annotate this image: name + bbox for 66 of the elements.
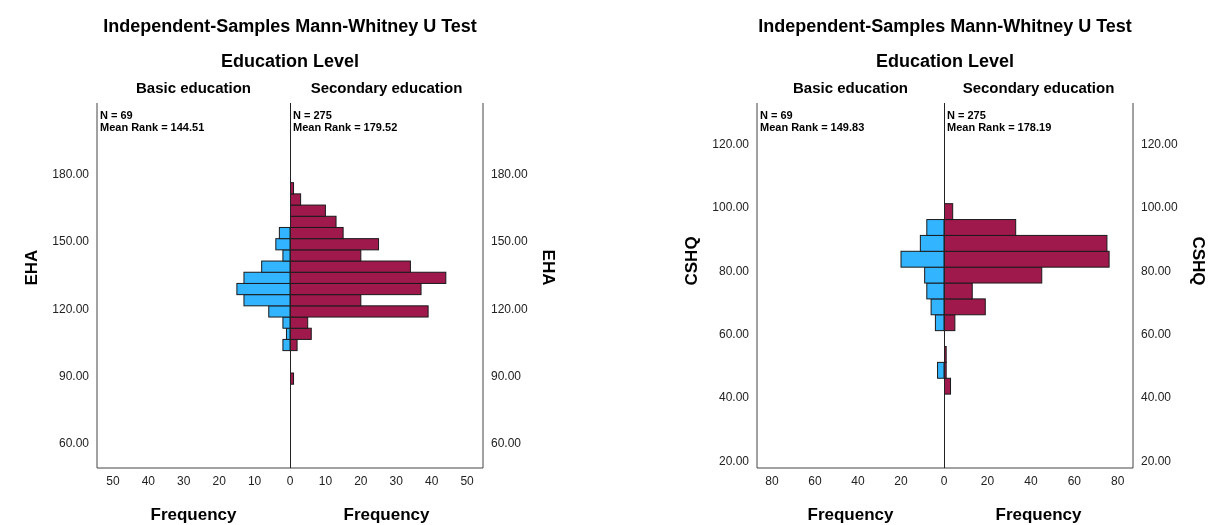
text: Secondary education — [961, 79, 1116, 96]
y-tick-label: 60.00 — [718, 327, 750, 341]
x-tick-label: 10 — [318, 473, 333, 488]
y-tick-label: 20.00 — [718, 453, 750, 468]
y-tick-label: 120.00 — [491, 301, 529, 316]
y-tick-label: 120.00 — [1141, 136, 1179, 151]
x-tick-label: 80 — [1111, 473, 1125, 488]
text: Basic education — [791, 79, 909, 96]
y-tick-label: 20.00 — [1141, 453, 1172, 468]
x-axis-title: Frequency — [150, 505, 238, 524]
x-tick-label: 20 — [354, 473, 368, 488]
y-tick-label: 80.00 — [718, 263, 750, 278]
chart-title: Independent-Samples Mann-Whitney U Test — [102, 16, 478, 37]
y-tick-label: 90.00 — [491, 368, 522, 383]
chart-title: Independent-Samples Mann-Whitney U Test — [757, 16, 1133, 37]
y-axis-title: CSHQ — [1188, 236, 1208, 286]
annotation: N = 69 — [760, 109, 794, 121]
x-tick-label: 20 — [980, 473, 995, 488]
y-axis-title: EHA — [538, 249, 558, 286]
y-tick-label: 60.00 — [491, 435, 522, 450]
annotation: Mean Rank = 144.51 — [100, 121, 205, 133]
x-tick-label: 40 — [424, 473, 439, 488]
y-tick-label: 90.00 — [58, 368, 90, 383]
annotation: Mean Rank = 149.83 — [760, 121, 865, 133]
y-tick-label: 60.00 — [1141, 327, 1172, 341]
annotation: N = 275 — [947, 109, 987, 121]
y-tick-label: 40.00 — [1141, 390, 1172, 405]
x-tick-label: 10 — [247, 473, 262, 488]
x-axis-title: Frequency — [995, 505, 1083, 524]
x-tick-label: 40 — [851, 473, 866, 488]
x-tick-label: 60 — [808, 473, 823, 488]
y-tick-label: 150.00 — [52, 234, 90, 249]
x-tick-label: 40 — [141, 473, 156, 488]
text: Basic education — [134, 79, 252, 96]
x-tick-label: 60 — [1067, 473, 1082, 488]
x-tick-label: 30 — [177, 473, 191, 488]
x-tick-label: 50 — [460, 473, 475, 488]
annotation: Mean Rank = 179.52 — [293, 121, 398, 133]
y-tick-label: 40.00 — [718, 390, 750, 405]
x-tick-label: 30 — [389, 473, 404, 488]
y-tick-label: 120.00 — [52, 301, 90, 316]
x-tick-label: 20 — [212, 473, 227, 488]
y-tick-label: 60.00 — [58, 435, 90, 450]
chart-subtitle: Education Level — [219, 51, 360, 72]
y-axis-title: CSHQ — [682, 236, 702, 286]
y-tick-label: 150.00 — [491, 234, 529, 249]
y-tick-label: 100.00 — [712, 200, 750, 215]
x-tick-label: 80 — [765, 473, 780, 488]
annotation: Mean Rank = 178.19 — [947, 121, 1052, 133]
x-axis-title: Frequency — [343, 505, 431, 524]
y-tick-label: 180.00 — [52, 167, 90, 182]
y-tick-label: 120.00 — [712, 136, 750, 151]
chart-subtitle: Education Level — [874, 51, 1015, 72]
x-tick-label: 50 — [106, 473, 120, 488]
x-axis-title: Frequency — [807, 505, 895, 524]
annotation: N = 69 — [100, 109, 134, 121]
y-tick-label: 100.00 — [1141, 200, 1179, 215]
annotation: N = 275 — [293, 109, 333, 121]
text: Secondary education — [309, 79, 464, 96]
y-tick-label: 80.00 — [1141, 263, 1172, 278]
x-tick-label: 40 — [1024, 473, 1038, 488]
x-tick-label: 0 — [940, 473, 948, 488]
x-tick-label: 0 — [286, 473, 294, 488]
x-tick-label: 20 — [894, 473, 909, 488]
y-axis-title: EHA — [22, 249, 42, 286]
y-tick-label: 180.00 — [491, 167, 529, 182]
